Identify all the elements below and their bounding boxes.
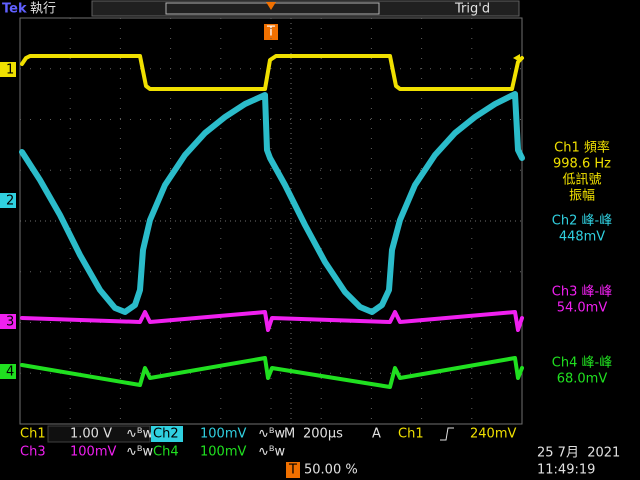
ch2-label-box <box>151 426 183 442</box>
ch3-trace <box>20 310 524 332</box>
bw-icon: ∿ᴮw <box>258 445 286 460</box>
bw-icon: ∿ᴮw <box>126 427 154 442</box>
bw-icon: ∿ᴮw <box>258 427 286 442</box>
measurement-label: Ch1 頻率 <box>554 140 610 156</box>
trigger-level: 240mV <box>470 427 516 442</box>
ch2-marker-label: 2 <box>6 194 14 209</box>
ch2-marker <box>0 193 16 208</box>
trigger-position-box <box>286 462 300 478</box>
ch4-scale: 100mV <box>200 445 246 460</box>
measurement-panel: Ch1 頻率 998.6 Hz 低訊號 振幅 Ch2 峰-峰 448mV Ch3… <box>552 140 612 387</box>
run-status: 執行 <box>30 1 56 17</box>
brand: Tek <box>2 2 27 17</box>
ch1-marker <box>0 62 16 77</box>
measurement-label: Ch3 峰-峰 <box>552 285 612 300</box>
record-bar <box>91 0 520 17</box>
ch3-marker-label: 3 <box>6 315 14 330</box>
ch4-marker <box>0 364 16 379</box>
trigger-position-label: T <box>288 463 297 478</box>
ch2-scale: 100mV <box>200 427 246 442</box>
time: 11:49:19 <box>537 463 595 478</box>
measurement-value: 998.6 Hz <box>553 157 611 172</box>
ch1-label: Ch1 <box>20 427 46 442</box>
ch3-scale: 100mV <box>70 445 116 460</box>
trigger-position-value: 50.00 % <box>304 463 358 478</box>
bw-icon: ∿ᴮw <box>126 445 154 460</box>
trigger-status: Trig'd <box>454 2 490 17</box>
ch1-scale-box <box>47 425 151 443</box>
measurement-value: 68.0mV <box>557 372 608 387</box>
trigger-slope-icon <box>440 427 454 441</box>
ch3-label: Ch3 <box>20 445 46 460</box>
ch4-trace <box>20 356 524 389</box>
trigger-level-marker <box>513 54 520 62</box>
ch4-label: Ch4 <box>153 445 179 460</box>
ch4-marker-label: 4 <box>6 365 14 380</box>
measurement-value: 448mV <box>559 230 605 245</box>
trigger-pointer <box>266 2 276 10</box>
ch2-label: Ch2 <box>153 427 179 442</box>
ch3-marker <box>0 314 16 329</box>
measurement-label: Ch4 峰-峰 <box>552 356 612 371</box>
trigger-marker <box>264 24 278 40</box>
measurement-value: 54.0mV <box>557 301 608 316</box>
timebase-label: M <box>284 427 295 442</box>
measurement-label: Ch2 峰-峰 <box>552 214 612 229</box>
ch2-trace <box>19 91 525 315</box>
timebase-value: 200µs <box>303 427 343 442</box>
ch1-trace <box>20 54 524 91</box>
trigger-label: A <box>372 427 381 442</box>
measurement-note: 振幅 <box>569 189 595 204</box>
trigger-source: Ch1 <box>398 427 424 442</box>
measurement-note: 低訊號 <box>562 173 601 188</box>
ch1-marker-label: 1 <box>6 63 14 78</box>
trigger-marker-label: T <box>266 25 275 40</box>
ch1-scale: 1.00 V <box>70 427 112 442</box>
date: 25 7月 2021 <box>537 446 620 461</box>
